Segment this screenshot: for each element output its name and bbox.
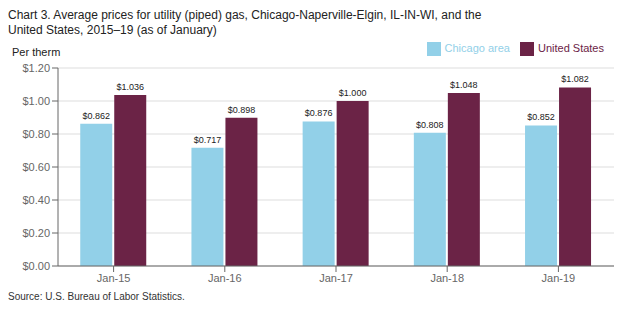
svg-text:$0.898: $0.898 [228, 105, 256, 115]
svg-text:$0.60: $0.60 [22, 161, 50, 173]
svg-text:$1.00: $1.00 [22, 95, 50, 107]
svg-text:Jan-16: Jan-16 [208, 272, 242, 284]
svg-text:$1.048: $1.048 [450, 80, 478, 90]
svg-text:Jan-18: Jan-18 [430, 272, 464, 284]
svg-text:$0.00: $0.00 [22, 260, 50, 272]
svg-text:$1.20: $1.20 [22, 62, 50, 74]
html-text:Chart 3. Average prices for ut: Chart 3. Average prices for utility (pip… [8, 8, 482, 22]
svg-text:$0.40: $0.40 [22, 194, 50, 206]
html-text:United States, 2015–19 (as of: United States, 2015–19 (as of January) [8, 23, 217, 37]
svg-text:$0.852: $0.852 [527, 112, 555, 122]
svg-text:Jan-15: Jan-15 [97, 272, 131, 284]
svg-text:$0.808: $0.808 [416, 120, 444, 130]
html-text:Chicago area: Chicago area [444, 42, 510, 54]
svg-text:$0.80: $0.80 [22, 128, 50, 140]
html-text:United States: United States [538, 42, 604, 54]
svg-text:$0.20: $0.20 [22, 227, 50, 239]
svg-text:$0.717: $0.717 [194, 135, 222, 145]
svg-text:$1.036: $1.036 [116, 82, 144, 92]
svg-text:$1.000: $1.000 [339, 88, 367, 98]
html-text:Per therm: Per therm [12, 46, 61, 58]
svg-text:Jan-19: Jan-19 [542, 272, 576, 284]
svg-text:$0.876: $0.876 [305, 108, 333, 118]
svg-text:$1.082: $1.082 [561, 74, 589, 84]
html-text:Source: U.S. Bureau of Labor S: Source: U.S. Bureau of Labor Statistics. [8, 291, 185, 302]
svg-text:Jan-17: Jan-17 [319, 272, 353, 284]
svg-text:$0.862: $0.862 [82, 111, 110, 121]
